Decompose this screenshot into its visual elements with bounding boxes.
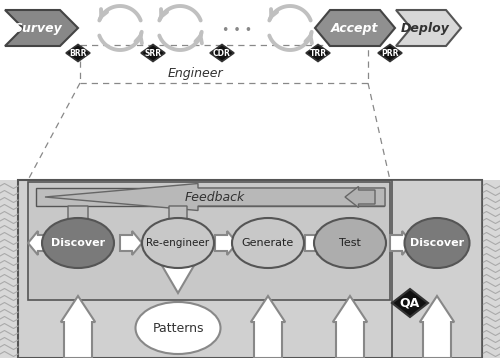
Polygon shape [333, 296, 367, 358]
Polygon shape [305, 231, 327, 255]
Polygon shape [162, 228, 194, 293]
Polygon shape [396, 10, 461, 46]
Polygon shape [66, 206, 90, 230]
Text: CDR: CDR [213, 48, 231, 58]
Text: Deploy: Deploy [400, 21, 450, 34]
Ellipse shape [142, 218, 214, 268]
Text: PRR: PRR [382, 48, 399, 58]
Polygon shape [378, 44, 402, 62]
FancyBboxPatch shape [28, 182, 390, 300]
Text: Accept: Accept [331, 21, 379, 34]
Polygon shape [210, 44, 234, 62]
Text: Test: Test [339, 238, 361, 248]
Polygon shape [120, 231, 142, 255]
Ellipse shape [404, 218, 469, 268]
Text: Generate: Generate [242, 238, 294, 248]
Text: SRR: SRR [144, 48, 162, 58]
Polygon shape [306, 44, 330, 62]
Polygon shape [66, 44, 90, 62]
Ellipse shape [314, 218, 386, 268]
FancyBboxPatch shape [36, 188, 384, 206]
Text: Feedback: Feedback [185, 190, 245, 203]
FancyBboxPatch shape [392, 180, 482, 358]
Text: QA: QA [400, 296, 420, 310]
FancyBboxPatch shape [0, 0, 500, 180]
FancyBboxPatch shape [0, 180, 18, 358]
Text: Patterns: Patterns [152, 321, 204, 334]
Polygon shape [251, 296, 285, 358]
Text: Engineer: Engineer [167, 67, 223, 79]
Polygon shape [28, 231, 50, 255]
Text: • • •: • • • [222, 24, 252, 37]
Text: TRR: TRR [310, 48, 326, 58]
Text: Survey: Survey [14, 21, 62, 34]
FancyBboxPatch shape [18, 180, 482, 358]
Polygon shape [315, 10, 395, 46]
Polygon shape [215, 231, 237, 255]
Polygon shape [61, 296, 95, 358]
Polygon shape [339, 232, 361, 254]
Ellipse shape [136, 302, 220, 354]
Polygon shape [45, 184, 385, 211]
Polygon shape [390, 231, 412, 255]
Polygon shape [167, 206, 189, 228]
Text: Discover: Discover [410, 238, 464, 248]
Polygon shape [5, 10, 78, 46]
FancyBboxPatch shape [482, 180, 500, 358]
Text: Discover: Discover [51, 238, 105, 248]
Polygon shape [345, 187, 375, 208]
Ellipse shape [232, 218, 304, 268]
Polygon shape [257, 232, 279, 254]
Ellipse shape [42, 218, 114, 268]
Text: Re-engineer: Re-engineer [146, 238, 210, 248]
Polygon shape [420, 296, 454, 358]
Polygon shape [141, 44, 165, 62]
Text: BRR: BRR [70, 48, 87, 58]
Polygon shape [392, 289, 428, 317]
